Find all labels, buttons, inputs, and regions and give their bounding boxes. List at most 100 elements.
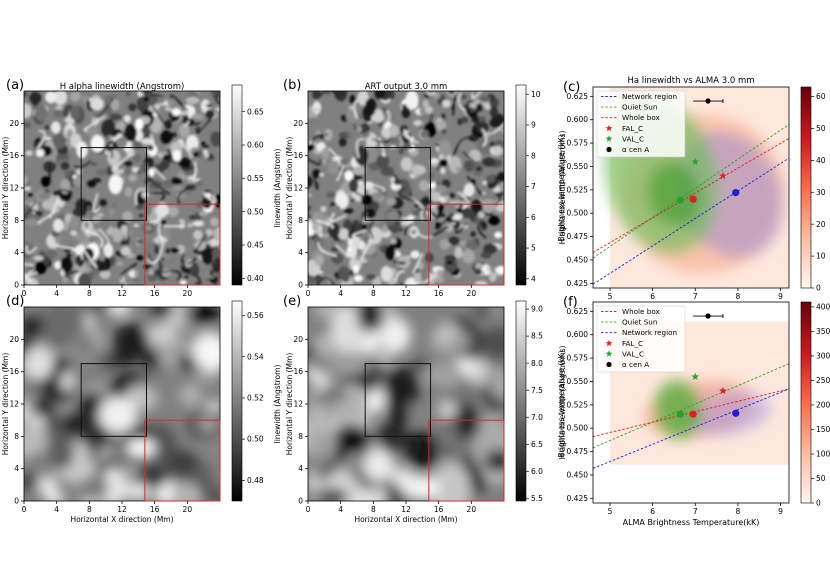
heatmap-blob	[418, 125, 424, 130]
heatmap-fibril	[140, 91, 145, 94]
heatmap-blob	[60, 161, 70, 171]
y-tick-label: 16	[293, 367, 303, 376]
x-tick-label: 20	[183, 505, 193, 514]
heatmap-blob	[349, 94, 357, 104]
heatmap-blob	[405, 91, 419, 110]
heatmap-blob	[350, 198, 356, 202]
x-tick-label: 8	[87, 289, 92, 298]
colorbar-tick-label: 0.48	[247, 476, 264, 485]
mean-point	[676, 196, 684, 204]
y-tick-label: 4	[298, 464, 303, 473]
panel-letter-e: (e)	[283, 294, 301, 309]
heatmap-fibril	[454, 222, 468, 234]
heatmap-blob	[318, 487, 348, 501]
legend-entry: VAL_C	[605, 134, 644, 143]
heatmap-blob	[90, 162, 97, 167]
heatmap-blob	[138, 213, 144, 218]
heatmap-blob	[206, 156, 216, 161]
panel-d: 0 4 8 12 16 20 0 4 8 12 16 20 Horizontal X direction…	[1, 300, 282, 524]
heatmap-blob	[401, 104, 411, 119]
y-tick-label: 0.575	[567, 139, 589, 148]
colorbar-tick-label: 0.56	[247, 311, 264, 320]
heatmap-blob	[55, 105, 63, 110]
heatmap-fibril	[360, 208, 369, 229]
y-tick-label: 12	[9, 184, 19, 193]
mean-point	[689, 410, 697, 418]
heatmap-fibril	[451, 102, 455, 116]
heatmap-fibril	[149, 191, 165, 201]
heatmap-blob	[475, 166, 483, 172]
heatmap-blob	[172, 150, 182, 162]
heatmap-blob	[314, 235, 323, 248]
heatmap-blob	[120, 246, 131, 256]
colorbar-tick-label: 350	[816, 327, 830, 336]
heatmap-blob	[478, 95, 491, 103]
heatmap-fibril	[194, 272, 202, 285]
heatmap-blob	[319, 135, 325, 140]
x-tick-label: 8	[371, 289, 376, 298]
legend-entry: α cen A	[606, 145, 649, 154]
heatmap-fibril	[149, 94, 163, 98]
heatmap-blob	[145, 93, 159, 106]
legend-dot-swatch	[606, 146, 612, 153]
heatmap-blob	[442, 99, 451, 108]
x-tick-label: 0	[306, 289, 311, 298]
colorbar-tick-label: 150	[816, 425, 830, 434]
panel-title-c: Ha linewidth vs ALMA 3.0 mm	[627, 76, 754, 86]
heatmap-blob	[193, 334, 220, 371]
colorbar-tick-label: 50	[816, 474, 826, 483]
heatmap-fibril	[79, 244, 98, 269]
heatmap-blob	[170, 248, 180, 253]
heatmap-fibril	[481, 128, 488, 147]
legend-dot-swatch	[606, 361, 612, 368]
colorbar-tick-label: 6.5	[531, 440, 543, 449]
heatmap-blob	[463, 183, 475, 197]
heatmap-blob	[363, 131, 370, 138]
heatmap-blob	[33, 255, 44, 261]
y-tick-label: 16	[9, 367, 19, 376]
heatmap-blob	[179, 384, 203, 406]
heatmap-blob	[132, 153, 142, 163]
heatmap-fibril	[48, 162, 51, 183]
heatmap-blob	[458, 217, 472, 225]
heatmap-fibril	[393, 261, 406, 265]
heatmap-fibril	[471, 91, 482, 99]
x-tick-label: 16	[434, 505, 444, 514]
y-tick-label: 20	[9, 335, 19, 344]
heatmap-fibril	[185, 113, 202, 125]
heatmap-fibril	[81, 205, 98, 213]
heatmap-blob	[190, 147, 200, 152]
heatmap-blob	[308, 175, 313, 188]
heatmap-blob	[188, 262, 200, 277]
panel-letter-b: (b)	[283, 78, 301, 93]
heatmap-fibril	[316, 274, 322, 285]
heatmap-blob	[352, 265, 360, 274]
heatmap-fibril	[417, 232, 433, 239]
heatmap-blob	[66, 253, 71, 259]
heatmap-blob	[382, 107, 388, 113]
heatmap-blob	[184, 275, 189, 280]
heatmap-blob	[308, 249, 314, 257]
heatmap-blob	[365, 241, 376, 255]
heatmap-blob	[340, 157, 349, 166]
heatmap-blob	[171, 132, 177, 137]
heatmap-fibril	[318, 91, 338, 99]
heatmap-blob	[456, 206, 465, 213]
heatmap-blob	[352, 173, 363, 180]
heatmap-fibril	[417, 208, 438, 220]
heatmap-blob	[441, 128, 447, 135]
heatmap-blob	[153, 236, 168, 244]
mean-point	[732, 409, 740, 417]
heatmap-blob	[60, 371, 75, 392]
heatmap-blob	[393, 179, 402, 186]
fal-c-star	[719, 171, 727, 180]
heatmap-fibril	[369, 220, 375, 240]
heatmap-fibril	[318, 277, 335, 285]
x-tick-label: 16	[150, 289, 160, 298]
legend-label: VAL_C	[622, 134, 644, 143]
heatmap-blob	[391, 113, 397, 121]
heatmap-fibril	[24, 201, 37, 220]
x-tick-label: 5	[608, 507, 613, 516]
heatmap-blob	[334, 91, 348, 102]
colorbar-tick-label: 0.50	[247, 435, 264, 444]
